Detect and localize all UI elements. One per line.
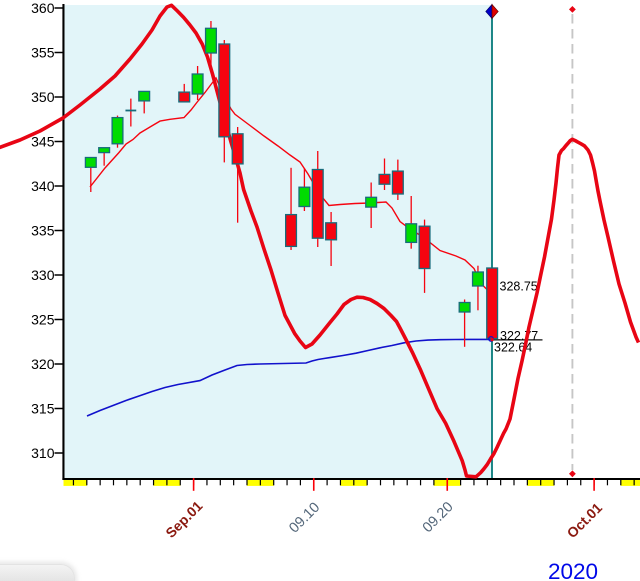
svg-text:360: 360 [31,0,55,16]
svg-text:328.75: 328.75 [500,280,538,294]
svg-text:320: 320 [31,356,55,372]
svg-text:2020: 2020 [548,559,598,581]
svg-text:310: 310 [31,445,55,461]
svg-text:340: 340 [31,178,55,194]
svg-text:345: 345 [31,133,55,149]
svg-text:350: 350 [31,89,55,105]
svg-text:325: 325 [31,311,55,327]
svg-text:335: 335 [31,222,55,238]
svg-text:315: 315 [31,400,55,416]
svg-text:355: 355 [31,44,55,60]
svg-text:330: 330 [31,267,55,283]
